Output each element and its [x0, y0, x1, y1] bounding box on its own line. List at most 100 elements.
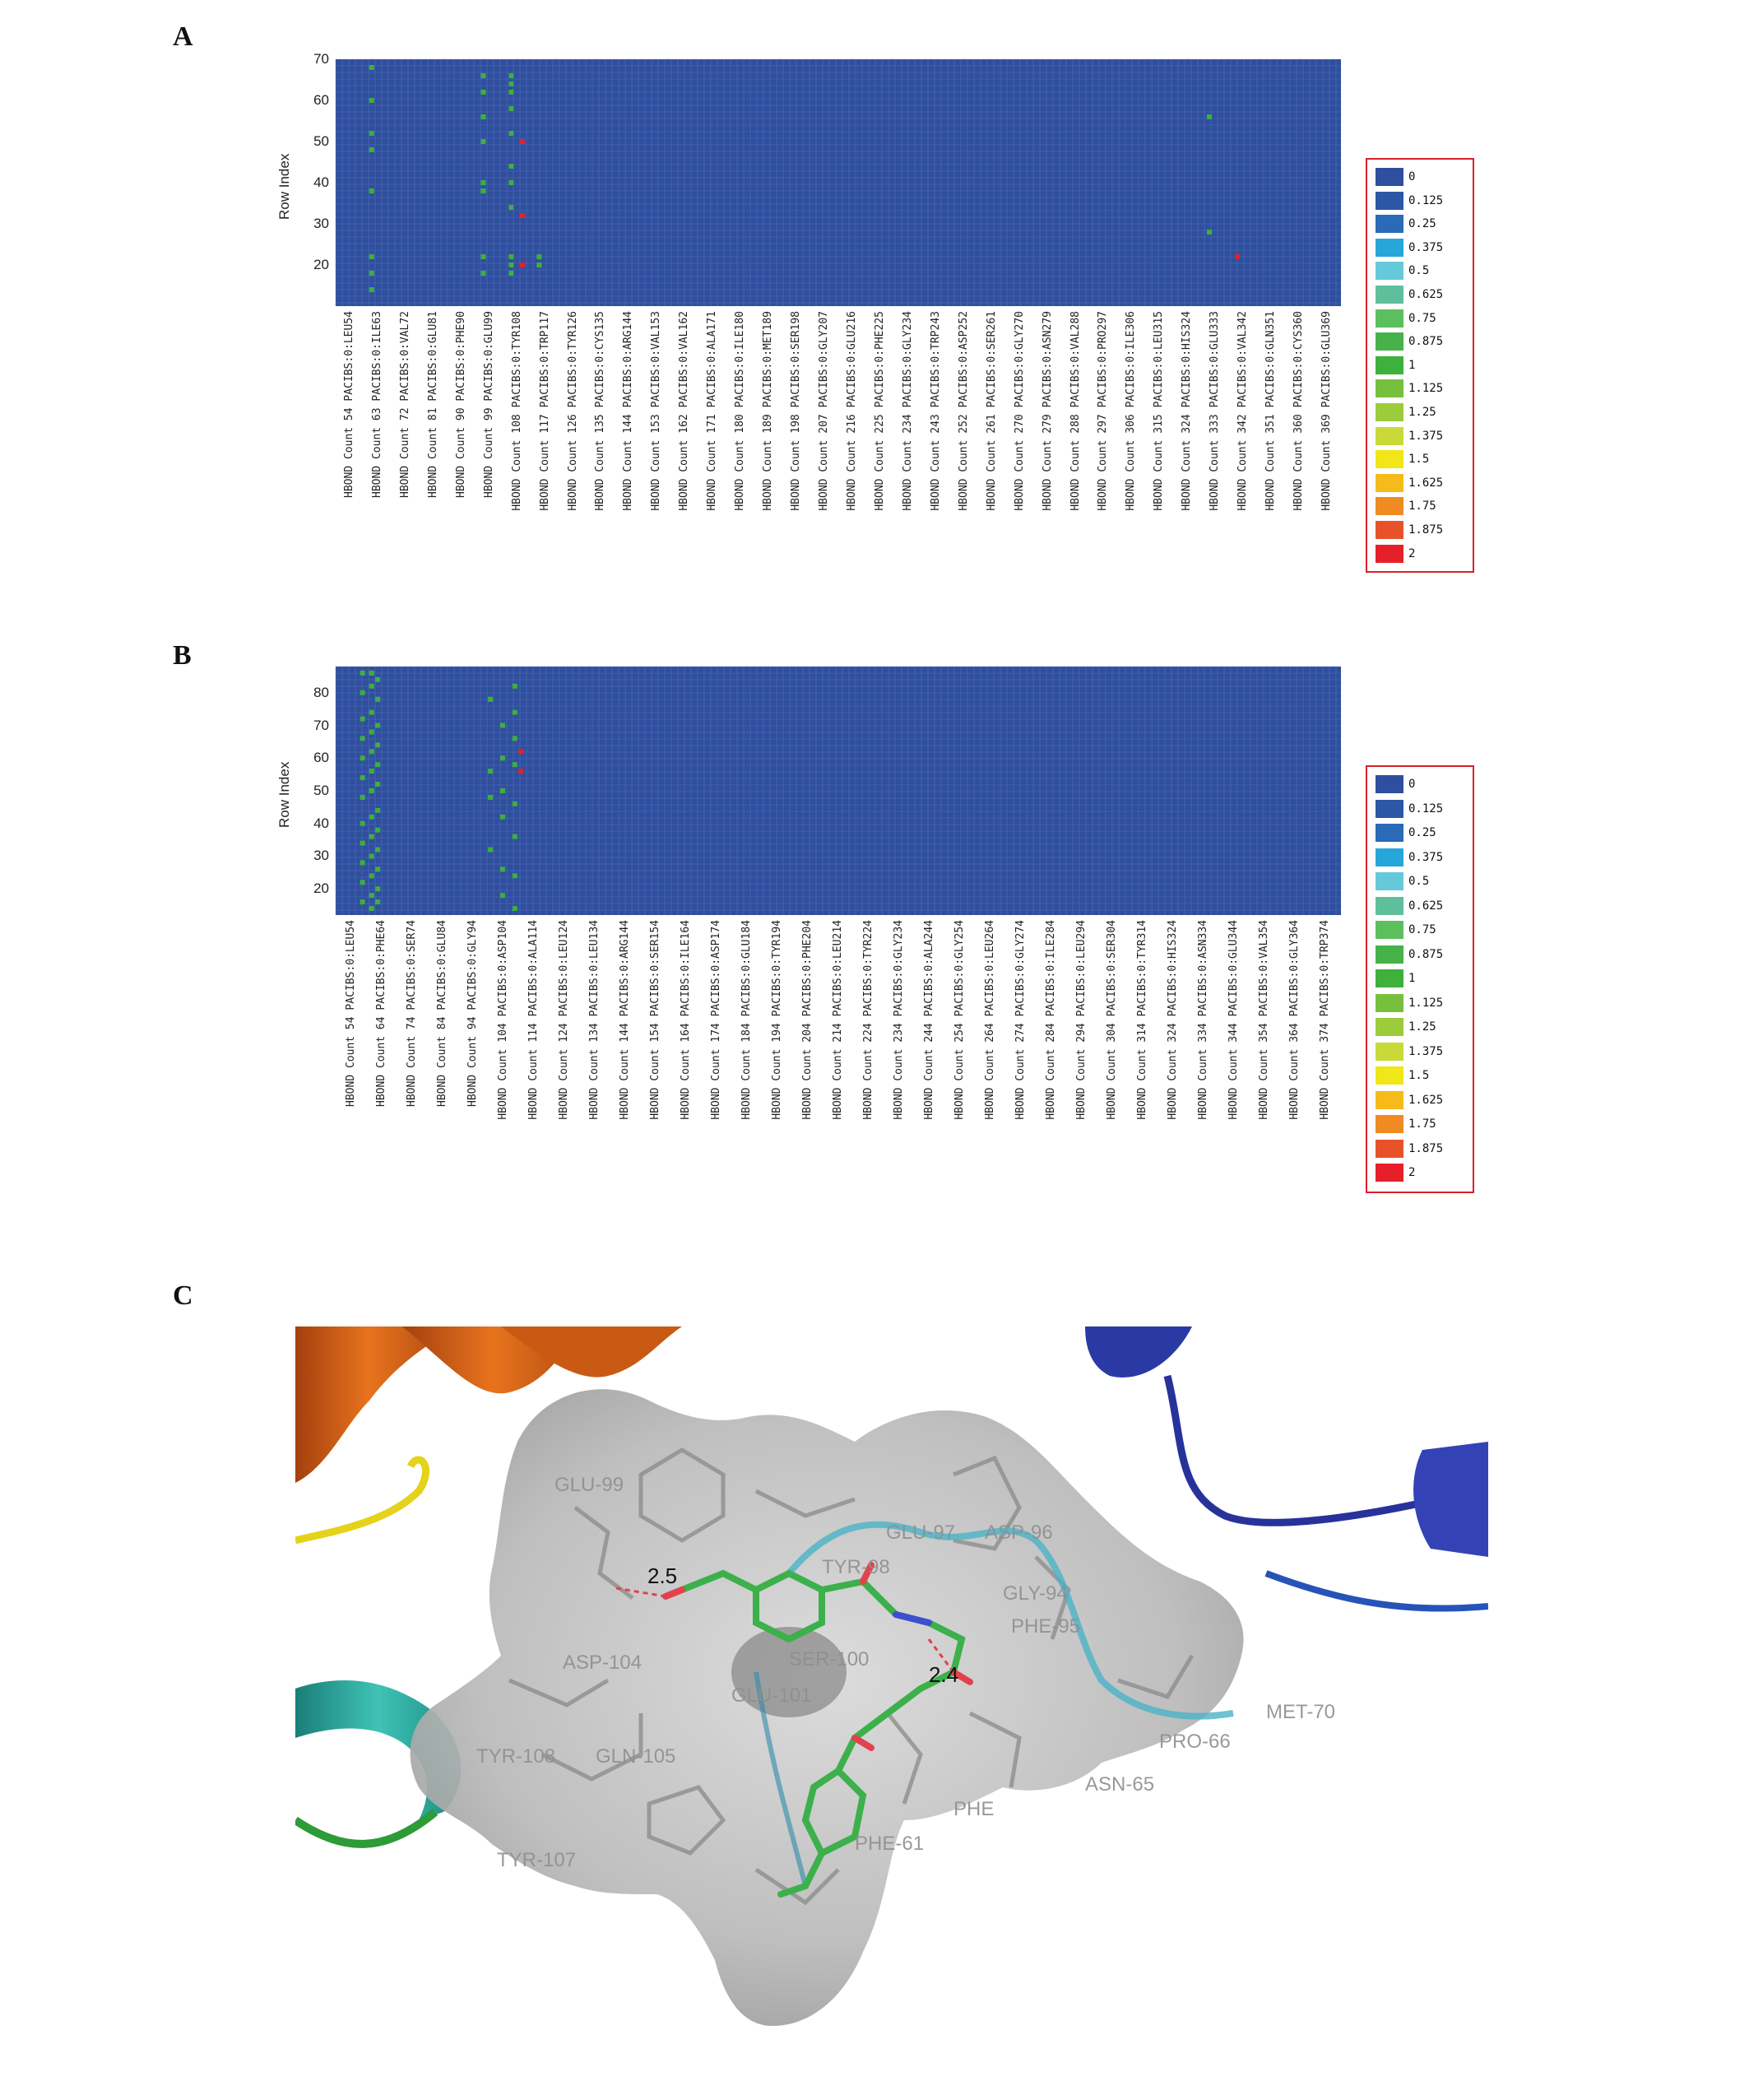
heatmap-cell — [508, 271, 514, 276]
heatmap-cell — [375, 762, 381, 768]
legend-swatch — [1376, 544, 1403, 563]
x-tick-label: HBOND Count 304 PACIBS:0:SER304 — [1106, 920, 1119, 1120]
x-tick-label: HBOND Count 94 PACIBS:0:GLY94 — [466, 920, 479, 1107]
y-axis-label: Row Index — [276, 761, 292, 828]
heatmap-cell — [369, 788, 374, 793]
legend-label: 1.25 — [1408, 1020, 1436, 1034]
legend-label: 0.875 — [1408, 947, 1444, 961]
heatmap-cell — [488, 769, 494, 774]
residue-label: PHE-61 — [855, 1833, 924, 1855]
teal-helix — [295, 1680, 462, 1848]
heatmap-cell — [375, 722, 381, 728]
heatmap-cell — [508, 262, 514, 267]
legend-label: 0 — [1408, 778, 1416, 791]
heatmap-cell — [369, 729, 374, 735]
heatmap-cell — [480, 90, 486, 95]
y-tick-label: 50 — [313, 783, 329, 798]
heatmap-cell — [375, 886, 381, 892]
x-tick-label: HBOND Count 234 PACIBS:0:GLY234 — [893, 920, 906, 1120]
legend-label: 0.125 — [1408, 801, 1444, 815]
docking-figure: 2.5 2.4 GLU-99 GLU-97 ASP-96 TYR-98 GLY-… — [295, 1326, 1488, 2026]
residue-label: PHE — [953, 1798, 994, 1820]
legend-swatch — [1376, 238, 1403, 257]
x-tick-label: HBOND Count 324 PACIBS:0:HIS324 — [1167, 920, 1180, 1120]
legend-swatch — [1376, 168, 1403, 186]
legend-swatch — [1376, 332, 1403, 351]
heatmap-a: 20 30 40 50 60 70 Row Index HBOND Count 54 PACI… — [0, 0, 1749, 592]
heatmap-cell — [375, 866, 381, 872]
legend-label: 1.75 — [1408, 499, 1436, 513]
heatmap-cell — [480, 271, 486, 276]
legend-swatch — [1376, 921, 1403, 939]
legend-swatch — [1376, 1115, 1403, 1133]
x-tick-label: HBOND Count 174 PACIBS:0:ASP174 — [709, 920, 722, 1120]
legend-swatch — [1376, 1090, 1403, 1109]
heatmap-cell — [360, 820, 365, 826]
heatmap-cell — [360, 860, 365, 866]
heatmap-cell — [360, 716, 365, 722]
heatmap-cell — [499, 866, 505, 872]
residue-label: TYR-98 — [822, 1556, 890, 1578]
heatmap-cell — [518, 749, 524, 755]
heatmap-cell — [480, 73, 486, 78]
legend-swatch — [1376, 355, 1403, 374]
legend-swatch — [1376, 848, 1403, 866]
legend-swatch — [1376, 824, 1403, 842]
heatmap-cell — [508, 73, 514, 78]
heatmap-cell — [369, 814, 374, 820]
heatmap-cell — [369, 769, 374, 774]
y-tick-label: 70 — [313, 51, 329, 67]
distance-label-2: 2.4 — [929, 1662, 958, 1687]
legend-label: 2 — [1408, 1166, 1416, 1179]
x-tick-label: HBOND Count 204 PACIBS:0:PHE204 — [800, 920, 814, 1120]
legend-label: 1.875 — [1408, 523, 1444, 537]
legend-label: 0.375 — [1408, 240, 1444, 254]
y-tick-label: 80 — [313, 684, 329, 700]
heatmap-cell — [499, 814, 505, 820]
legend-swatch — [1376, 1018, 1403, 1036]
residue-label: GLU-101 — [731, 1684, 811, 1707]
legend-label: 0.625 — [1408, 899, 1444, 913]
heatmap-cell — [369, 683, 374, 689]
legend-swatch — [1376, 1042, 1403, 1061]
color-legend-b: 0 0.125 0.25 0.375 0.5 0.625 0.75 0.875 1 1.125 1.… — [1366, 765, 1474, 1193]
heatmap-cell — [518, 769, 524, 774]
heatmap-cell — [536, 262, 542, 267]
legend-label: 1.125 — [1408, 996, 1444, 1010]
legend-swatch — [1376, 993, 1403, 1012]
heatmap-cell — [512, 834, 517, 839]
legend-label: 1.5 — [1408, 453, 1430, 467]
panel-label-b: B — [173, 640, 192, 671]
heatmap-cell — [360, 899, 365, 905]
legend-swatch — [1376, 286, 1403, 304]
heatmap-cell — [375, 827, 381, 833]
legend-label: 0.375 — [1408, 850, 1444, 864]
heatmap-cell — [360, 670, 365, 676]
x-tick-label: HBOND Count 314 PACIBS:0:TYR314 — [1136, 920, 1149, 1120]
legend-label: 0.875 — [1408, 335, 1444, 349]
legend-label: 0.75 — [1408, 311, 1436, 325]
heatmap-cell — [375, 899, 381, 905]
x-tick-label: HBOND Count 254 PACIBS:0:GLY254 — [953, 920, 967, 1120]
y-tick-label: 40 — [313, 815, 329, 831]
heatmap-cell — [375, 847, 381, 853]
heatmap-cell — [369, 188, 374, 193]
x-tick-label: HBOND Count 244 PACIBS:0:ALA244 — [923, 920, 936, 1120]
heatmap-cell — [512, 736, 517, 741]
x-tick-label: HBOND Count 294 PACIBS:0:LEU294 — [1075, 920, 1088, 1120]
heatmap-cell — [536, 254, 542, 259]
heatmap-cell — [369, 271, 374, 276]
legend-label: 1.5 — [1408, 1069, 1430, 1082]
x-tick-label: HBOND Count 374 PACIBS:0:TRP374 — [1319, 920, 1332, 1120]
heatmap-cell — [499, 755, 505, 761]
residue-label: SER-100 — [789, 1648, 869, 1670]
heatmap-cell — [512, 683, 517, 689]
heatmap-cell — [520, 213, 526, 218]
heatmap-cell — [499, 893, 505, 899]
legend-swatch — [1376, 896, 1403, 915]
heatmap-cell — [508, 205, 514, 210]
legend-label: 1.875 — [1408, 1141, 1444, 1155]
heatmap-cell — [499, 788, 505, 793]
heatmap-cell — [369, 906, 374, 912]
heatmap-cell — [488, 847, 494, 853]
